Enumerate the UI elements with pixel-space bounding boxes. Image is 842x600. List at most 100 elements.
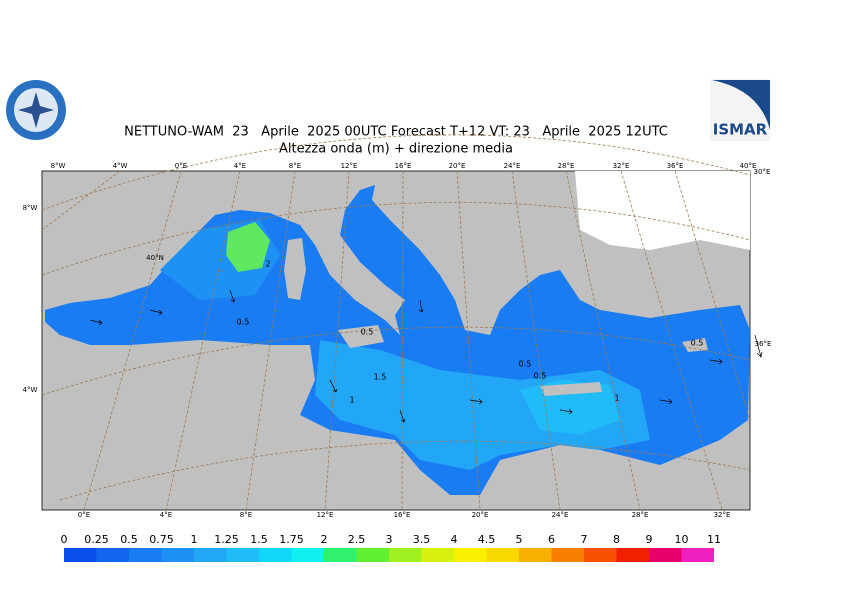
left-logo	[6, 80, 66, 140]
arrow	[229, 289, 236, 303]
contour-label: 0.5	[691, 339, 704, 348]
contour-label: 0.5	[534, 372, 547, 381]
map	[41, 134, 763, 511]
lat-label: 8°W	[23, 204, 38, 212]
graticule-line	[41, 170, 121, 231]
colorbar-label: 0.5	[120, 533, 138, 546]
colorbar-box	[584, 548, 617, 562]
lon-label: 16°E	[395, 162, 412, 170]
colorbar-label: 1.25	[214, 533, 239, 546]
arrow	[149, 309, 163, 316]
colorbar-box	[226, 548, 259, 562]
lon-label: 20°E	[472, 511, 489, 519]
title: NETTUNO-WAM 23 Aprile 2025 00UTC Forecas…	[124, 125, 668, 140]
graticule-line	[401, 170, 404, 511]
colorbar-label: 0.75	[149, 533, 174, 546]
colorbar-label: 4.5	[478, 533, 496, 546]
graticule-line	[41, 326, 751, 396]
logo-text: ISMAR	[713, 121, 768, 139]
colorbar-box	[389, 548, 422, 562]
colorbar-label: 3	[386, 533, 393, 546]
contour-label: 2	[265, 260, 270, 269]
colorbar-box	[194, 548, 227, 562]
colorbar-box	[616, 548, 649, 562]
arrow	[469, 398, 483, 405]
colorbar-box	[421, 548, 454, 562]
colorbar-box	[519, 548, 552, 562]
arrow	[329, 379, 338, 393]
colorbar-label: 1.75	[279, 533, 304, 546]
graticule	[41, 134, 751, 511]
direction-arrows	[89, 289, 763, 423]
lat-label: 40°N	[146, 254, 164, 262]
lon-label: 32°E	[613, 162, 630, 170]
colorbar-box	[291, 548, 324, 562]
contour-label: 0.5	[519, 360, 532, 369]
graticule-line	[324, 170, 350, 511]
lon-label: 40°E	[740, 162, 757, 170]
island	[284, 238, 306, 300]
graticule-line	[620, 170, 723, 511]
colorbar-box	[681, 548, 714, 562]
lon-label: 0°E	[175, 162, 187, 170]
lon-label: 30°E	[754, 168, 771, 176]
contour-label: 0.5	[361, 328, 374, 337]
lon-label: 24°E	[504, 162, 521, 170]
graticule-line	[59, 440, 751, 501]
colorbar-box	[649, 548, 682, 562]
lon-label: 8°W	[51, 162, 66, 170]
graticule-line	[41, 134, 751, 211]
lon-label: 24°E	[552, 511, 569, 519]
lon-label: 12°E	[341, 162, 358, 170]
lon-label: 28°E	[558, 162, 575, 170]
graticule-line	[165, 170, 241, 511]
lon-label: 16°E	[394, 511, 411, 519]
contour-label: 1	[349, 396, 354, 405]
colorbar-box	[551, 548, 584, 562]
graticule-line	[245, 170, 296, 511]
colorbar-label: 2.5	[348, 533, 366, 546]
colorbar-label: 6	[548, 533, 555, 546]
logo-wave	[712, 80, 770, 130]
graticule-line	[511, 170, 561, 511]
colorbar-label: 0	[61, 533, 68, 546]
colorbar-label: 3.5	[413, 533, 431, 546]
lon-label: 0°E	[78, 511, 90, 519]
arrow	[659, 398, 673, 405]
lon-label: 32°E	[714, 511, 731, 519]
lon-label: 4°W	[113, 162, 128, 170]
arrow	[709, 358, 723, 365]
colorbar-label: 2	[321, 533, 328, 546]
contour-label: 1.5	[374, 373, 387, 382]
graticule-line	[674, 170, 751, 421]
island	[682, 338, 708, 352]
island	[338, 325, 384, 348]
lat-label: 4°W	[23, 386, 38, 394]
colorbar-label: 5	[516, 533, 523, 546]
subtitle: Altezza onda (m) + direzione media	[279, 142, 513, 157]
no-data-area	[575, 171, 750, 250]
arrow	[559, 408, 573, 415]
arrow	[418, 299, 424, 313]
colorbar-box	[356, 548, 389, 562]
arrow	[399, 409, 406, 423]
lon-label: 12°E	[317, 511, 334, 519]
graticule-line	[83, 170, 182, 511]
colorbar-box	[161, 548, 194, 562]
lon-label: 8°E	[240, 511, 252, 519]
arrow	[89, 319, 103, 326]
colorbar-box	[454, 548, 487, 562]
colorbar-label: 7	[581, 533, 588, 546]
colorbar-label: 4	[451, 533, 458, 546]
colorbar-label: 9	[646, 533, 653, 546]
lon-label: 4°E	[234, 162, 246, 170]
colorbar-box	[324, 548, 357, 562]
right-logo: ISMAR	[710, 79, 770, 141]
lon-label: 8°E	[289, 162, 301, 170]
colorbar-box	[64, 548, 97, 562]
sea-high	[315, 340, 650, 470]
graticule-line	[456, 170, 481, 511]
lon-label: 4°E	[160, 511, 172, 519]
colorbar-label: 10	[675, 533, 689, 546]
